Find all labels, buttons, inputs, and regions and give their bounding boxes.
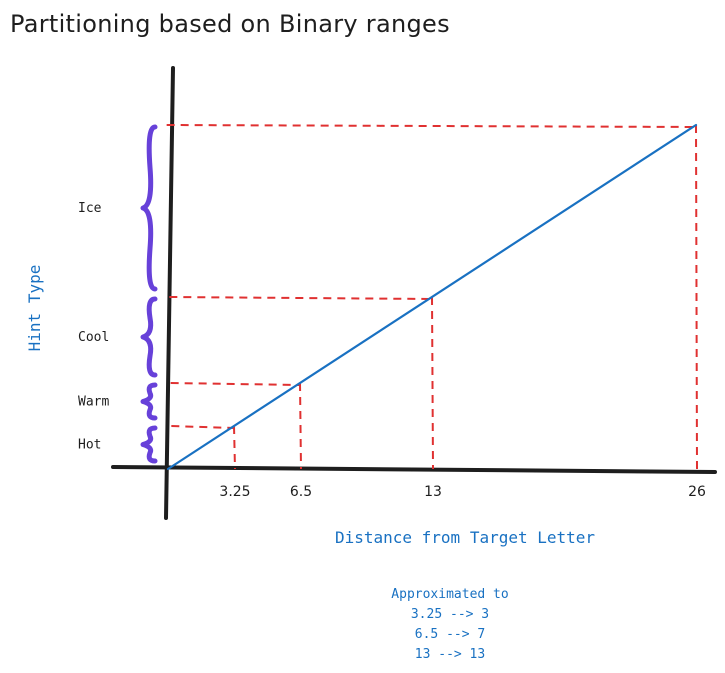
band-label-hot: Hot	[78, 438, 101, 453]
guide-vertical	[299, 382, 302, 470]
y-axis-label: Hint Type	[25, 265, 44, 352]
y-axis	[164, 66, 175, 520]
brace-warm	[140, 382, 158, 421]
approximation-note: Approximated to 3.25 --> 3 6.5 --> 7 13 …	[370, 585, 530, 665]
guide-horizontal	[171, 425, 235, 429]
brace-ice	[140, 124, 158, 292]
note-line: 6.5 --> 7	[414, 627, 486, 642]
x-axis	[111, 465, 717, 474]
series-line	[166, 123, 698, 471]
band-label-cool: Cool	[78, 330, 109, 345]
x-tick-label: 13	[424, 484, 442, 500]
guide-vertical	[695, 124, 698, 470]
guide-horizontal	[166, 124, 697, 128]
x-tick-label: 6.5	[290, 484, 312, 500]
braces	[140, 124, 158, 464]
x-tick-label: 3.25	[219, 484, 250, 500]
guide-lines	[166, 124, 698, 470]
band-labels: Hot Warm Cool Ice	[78, 201, 109, 453]
note-line: 13 --> 13	[414, 647, 486, 662]
diagram-title: Partitioning based on Binary ranges	[10, 10, 450, 38]
band-label-warm: Warm	[78, 395, 109, 410]
brace-hot	[140, 425, 158, 464]
band-label-ice: Ice	[78, 201, 102, 216]
x-tick-labels: 3.25 6.5 13 26	[219, 484, 706, 500]
guide-vertical	[233, 425, 236, 470]
x-tick-label: 26	[688, 484, 706, 500]
guide-horizontal	[169, 296, 433, 300]
brace-cool	[140, 296, 158, 378]
guide-horizontal	[170, 382, 301, 386]
note-line: 3.25 --> 3	[410, 607, 490, 622]
note-heading: Approximated to	[391, 587, 509, 602]
guide-vertical	[431, 296, 434, 470]
x-axis-label: Distance from Target Letter	[335, 528, 595, 547]
